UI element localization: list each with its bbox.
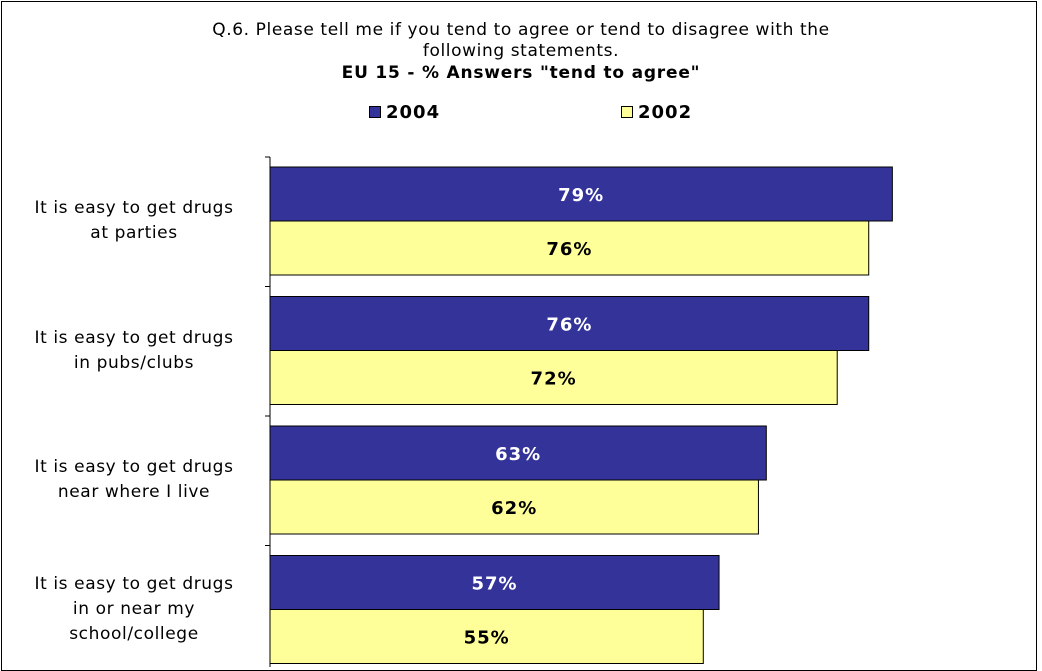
category-label-4: school/college <box>69 624 199 644</box>
chart-title-line-2: following statements. <box>422 41 620 61</box>
bar-2002-4 <box>269 609 704 664</box>
bar-2004-1 <box>269 166 893 222</box>
category-label-2: in pubs/clubs <box>73 352 195 373</box>
legend-label-2002: 2002 <box>638 101 693 123</box>
bar-value-label-2004-3: 63% <box>495 444 541 465</box>
category-label-1: It is easy to get drugs <box>34 198 234 218</box>
category-label-2: It is easy to get drugs <box>34 327 234 348</box>
bar-value-label-2002-4: 55% <box>464 628 510 649</box>
legend-item-2002: 2002 <box>621 101 692 123</box>
bar-2004-2 <box>269 296 870 351</box>
legend-label-2004: 2004 <box>386 101 441 123</box>
bar-2004-4 <box>269 555 720 610</box>
legend-item-2004: 2004 <box>369 101 440 123</box>
category-label-1: at parties <box>90 223 178 243</box>
chart-title-line-1: Q.6. Please tell me if you tend to agree… <box>212 20 830 40</box>
bar-value-label-2002-2: 72% <box>531 369 577 390</box>
legend-swatch-2002 <box>621 106 633 118</box>
category-label-3: It is easy to get drugs <box>34 457 234 477</box>
bar-value-label-2004-2: 76% <box>546 315 592 336</box>
chart-subtitle: EU 15 - % Answers "tend to agree" <box>341 63 701 83</box>
category-label-3: near where I live <box>57 482 211 502</box>
bar-value-label-2004-4: 57% <box>471 574 517 595</box>
category-label-4: It is easy to get drugs <box>34 574 234 594</box>
bar-value-label-2004-1: 79% <box>558 185 604 206</box>
category-label-4: in or near my <box>72 599 196 619</box>
bar-value-label-2002-1: 76% <box>546 239 592 260</box>
bar-2002-3 <box>269 479 759 535</box>
bar-value-label-2002-3: 62% <box>491 498 537 519</box>
bar-2002-2 <box>269 350 838 405</box>
legend-swatch-2004 <box>369 106 381 118</box>
bar-2002-1 <box>269 220 870 276</box>
